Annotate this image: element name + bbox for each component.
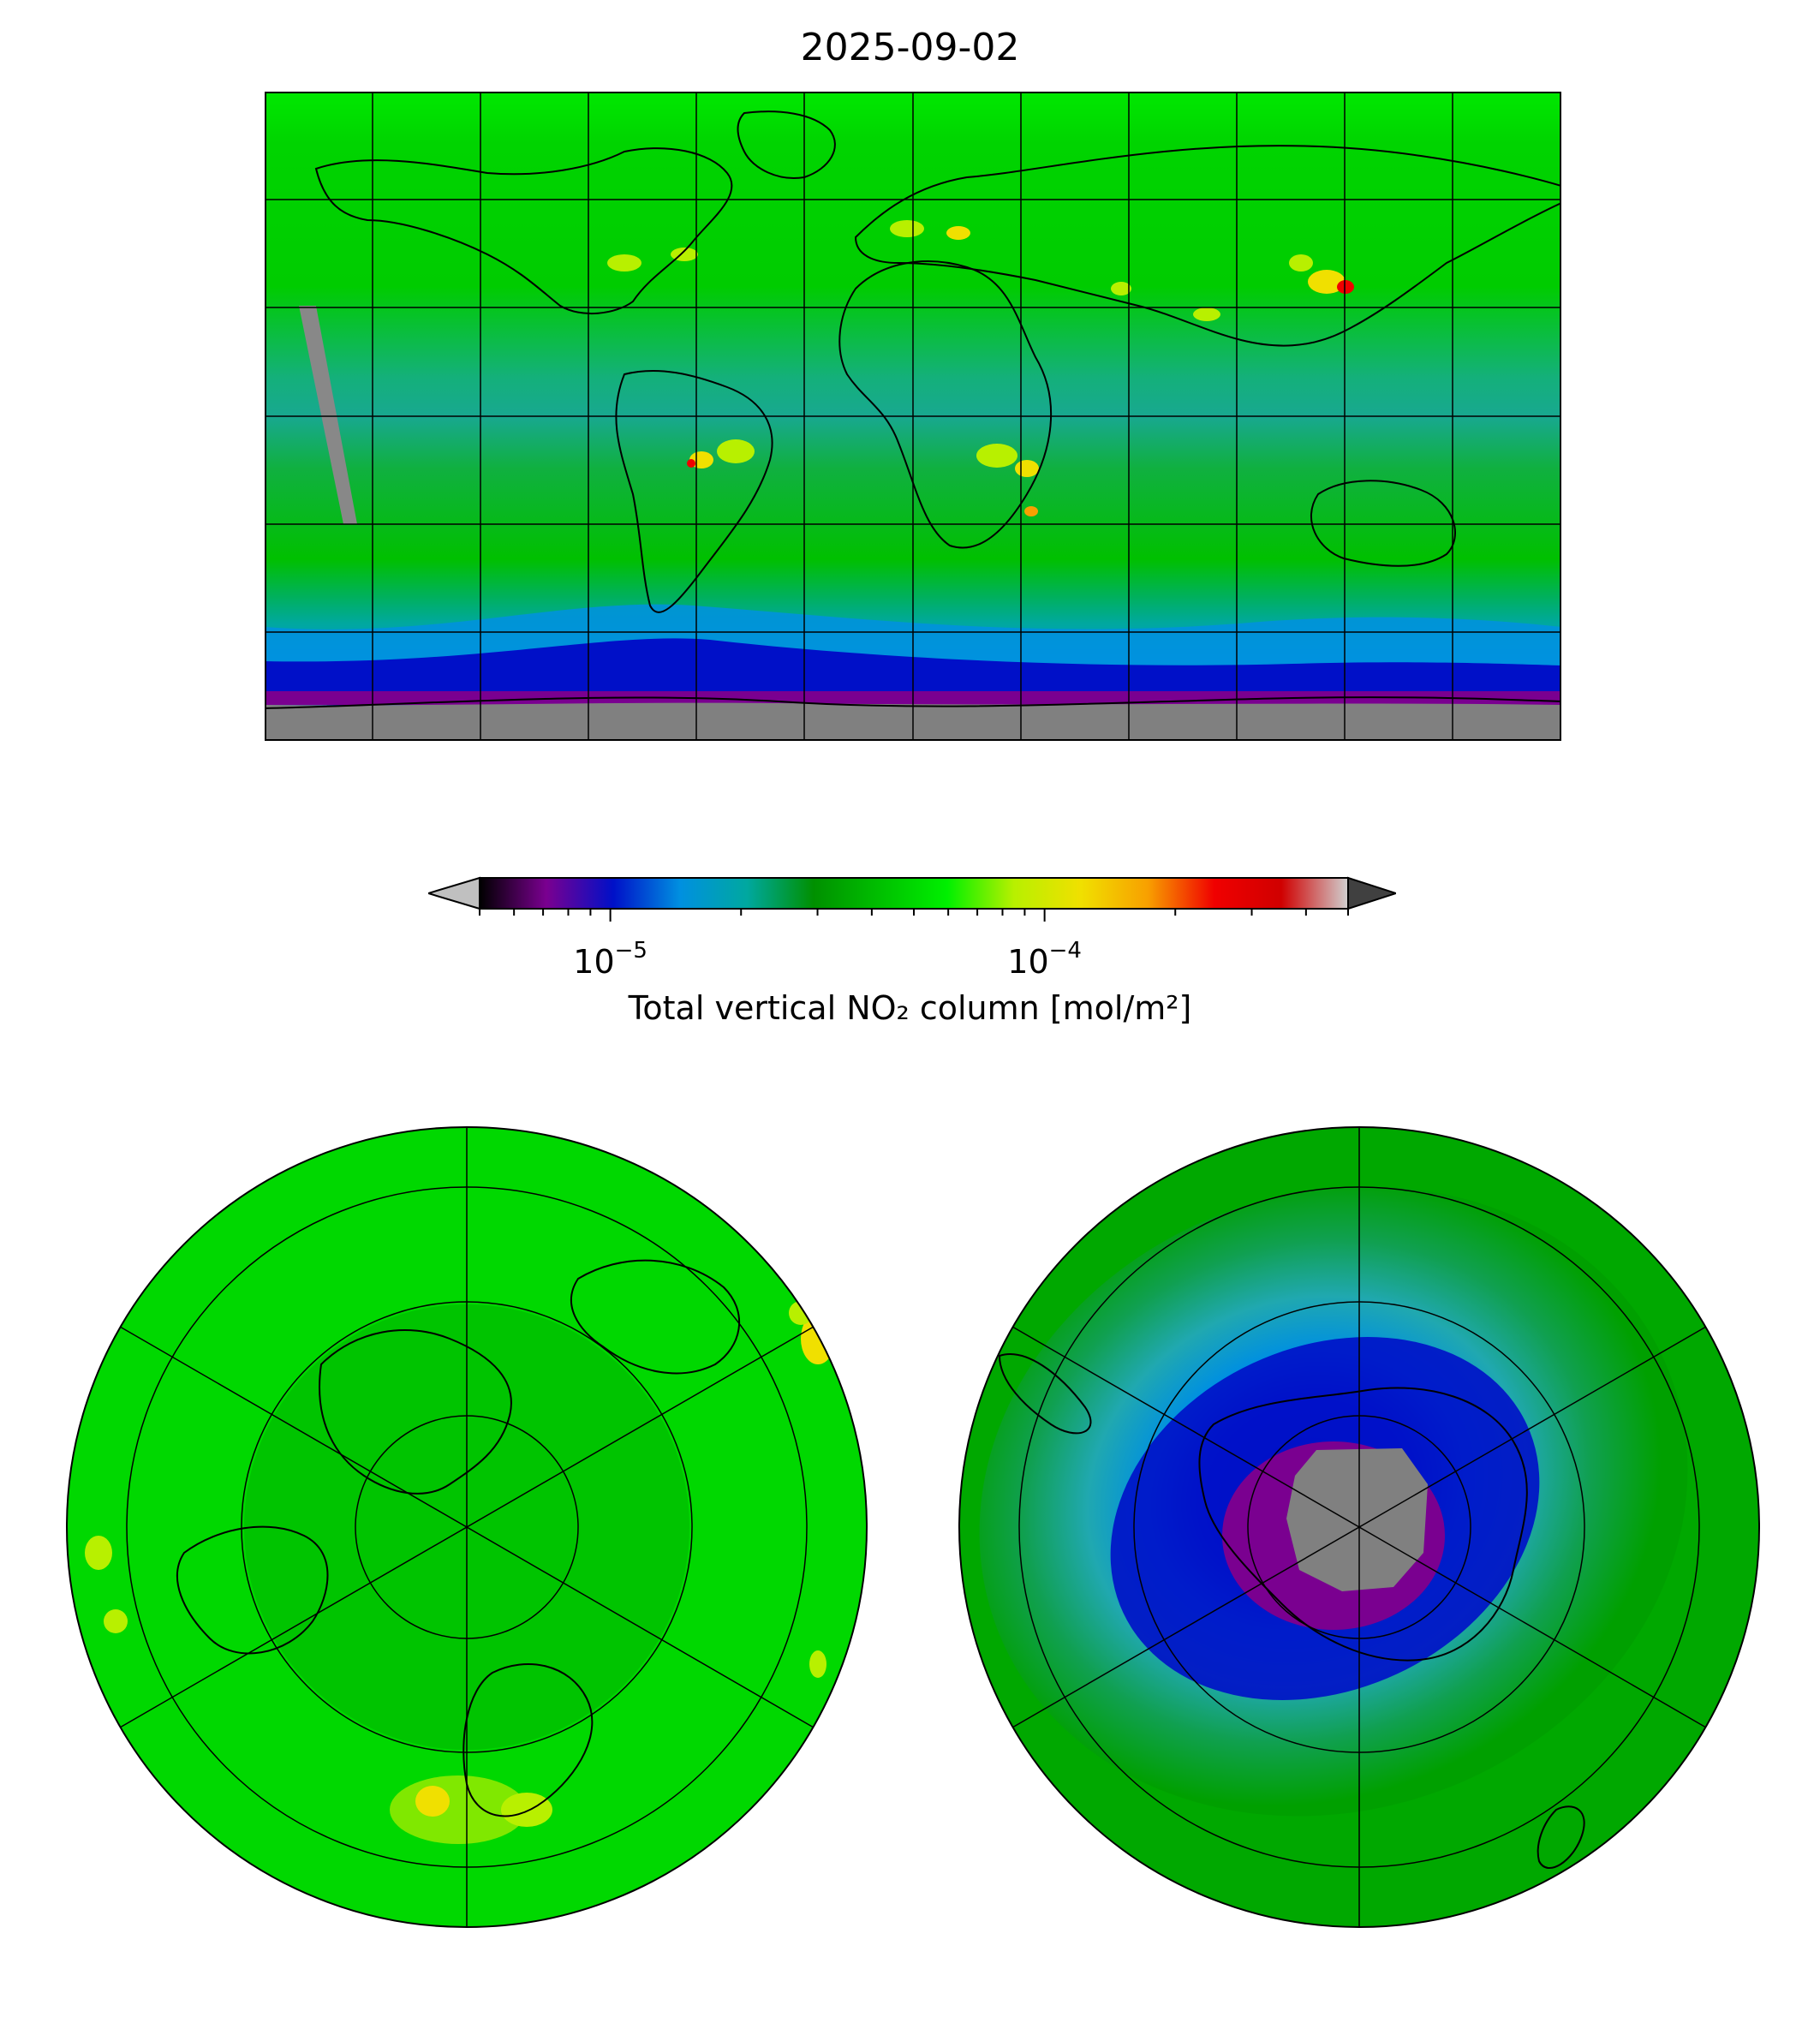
global-gridlines bbox=[265, 92, 1561, 741]
colorbar-label: Total vertical NO₂ column [mol/m²] bbox=[628, 989, 1192, 1027]
no2-hotspots bbox=[607, 220, 1354, 516]
no-data-swath bbox=[299, 306, 357, 524]
north-gridlines bbox=[119, 1127, 815, 1927]
colorbar bbox=[428, 876, 1396, 922]
colorbar-extend-low bbox=[428, 876, 480, 910]
coastlines bbox=[265, 110, 1561, 709]
colorbar-body bbox=[479, 877, 1349, 910]
global-map bbox=[265, 92, 1561, 741]
north-coastlines bbox=[176, 1259, 740, 1817]
south-polar-map bbox=[958, 1126, 1760, 1928]
colorbar-tick-label: 10−5 bbox=[573, 938, 647, 981]
north-polar-map bbox=[66, 1126, 868, 1928]
colorbar-extend-high bbox=[1347, 876, 1396, 910]
colorbar-tick-label: 10−4 bbox=[1007, 938, 1082, 981]
south-coastlines bbox=[998, 1353, 1585, 1870]
figure-title: 2025-09-02 bbox=[800, 26, 1020, 69]
colorbar-ticks bbox=[479, 909, 1349, 922]
south-gridlines bbox=[1011, 1127, 1707, 1927]
south-no-data bbox=[1286, 1448, 1428, 1591]
